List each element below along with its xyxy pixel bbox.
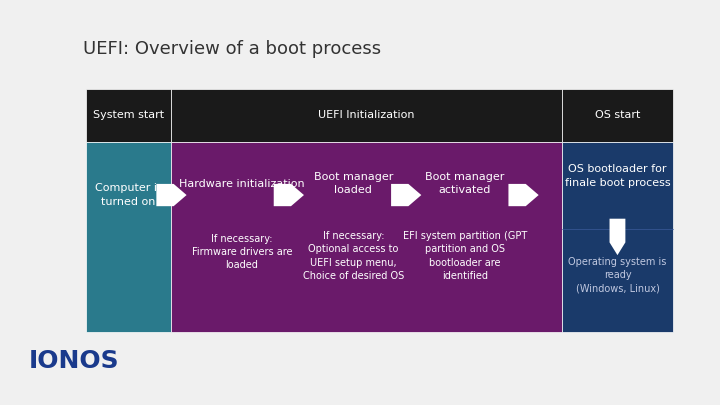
Text: Hardware initialization: Hardware initialization (179, 179, 305, 189)
FancyBboxPatch shape (86, 89, 171, 142)
Text: Boot manager
activated: Boot manager activated (426, 172, 505, 195)
Text: Operating system is
ready
(Windows, Linux): Operating system is ready (Windows, Linu… (568, 257, 667, 293)
FancyBboxPatch shape (562, 142, 673, 332)
Polygon shape (391, 184, 421, 206)
Text: OS bootloader for
finale boot process: OS bootloader for finale boot process (564, 164, 670, 188)
Text: UEFI Initialization: UEFI Initialization (318, 111, 415, 120)
Text: OS start: OS start (595, 111, 640, 120)
Polygon shape (156, 184, 186, 206)
Polygon shape (274, 184, 304, 206)
Text: UEFI: Overview of a boot process: UEFI: Overview of a boot process (83, 40, 381, 58)
Text: EFI system partition (GPT
partition and OS
bootloader are
identified: EFI system partition (GPT partition and … (402, 231, 527, 281)
FancyBboxPatch shape (171, 89, 562, 142)
Text: IONOS: IONOS (29, 349, 120, 373)
Polygon shape (508, 184, 539, 206)
Polygon shape (610, 219, 626, 255)
Text: System start: System start (94, 111, 164, 120)
FancyBboxPatch shape (171, 142, 562, 332)
FancyBboxPatch shape (562, 89, 673, 142)
Text: If necessary:
Optional access to
UEFI setup menu,
Choice of desired OS: If necessary: Optional access to UEFI se… (303, 231, 404, 281)
Text: If necessary:
Firmware drivers are
loaded: If necessary: Firmware drivers are loade… (192, 234, 292, 271)
Text: Boot manager
loaded: Boot manager loaded (314, 172, 393, 195)
Text: Computer is
turned on: Computer is turned on (95, 183, 163, 207)
FancyBboxPatch shape (86, 142, 171, 332)
